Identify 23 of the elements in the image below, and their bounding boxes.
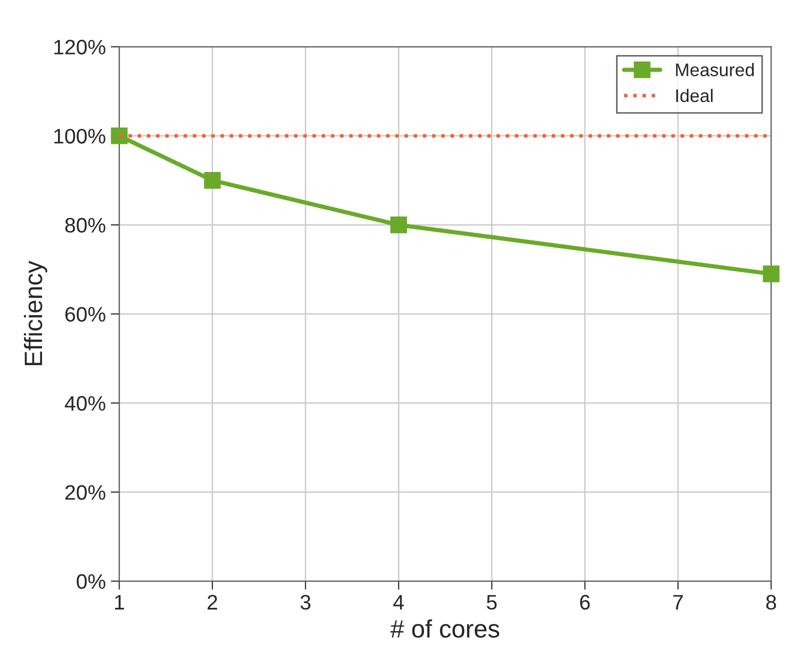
x-axis-title: # of cores [390, 619, 500, 638]
point [390, 216, 407, 234]
x-tick-label: 6 [580, 594, 590, 610]
y-tick-label: 80% [65, 218, 106, 233]
point [762, 266, 780, 282]
point [204, 172, 221, 189]
y-tick-label: 120% [54, 40, 106, 55]
x-tick-label: 3 [300, 594, 310, 610]
y-axis-title: Efficiency [24, 260, 48, 366]
y-tick-label: 40% [64, 396, 106, 411]
x-tick-label: 2 [208, 594, 218, 610]
legend-label: Ideal [676, 88, 713, 102]
x-tick-label: 1 [115, 595, 124, 610]
legend-label: Measured [676, 63, 754, 76]
y-tick-label: 100% [54, 128, 106, 144]
x-tick-label: 7 [673, 595, 683, 610]
x-tick-label: 8 [766, 594, 776, 610]
y-tick-label: 20% [65, 485, 106, 500]
point [110, 127, 128, 144]
y-tick-label: 0% [76, 574, 106, 589]
y-tick-label: 60% [65, 306, 106, 322]
x-tick-label: 4 [393, 595, 404, 610]
x-tick-label: 5 [486, 595, 497, 610]
